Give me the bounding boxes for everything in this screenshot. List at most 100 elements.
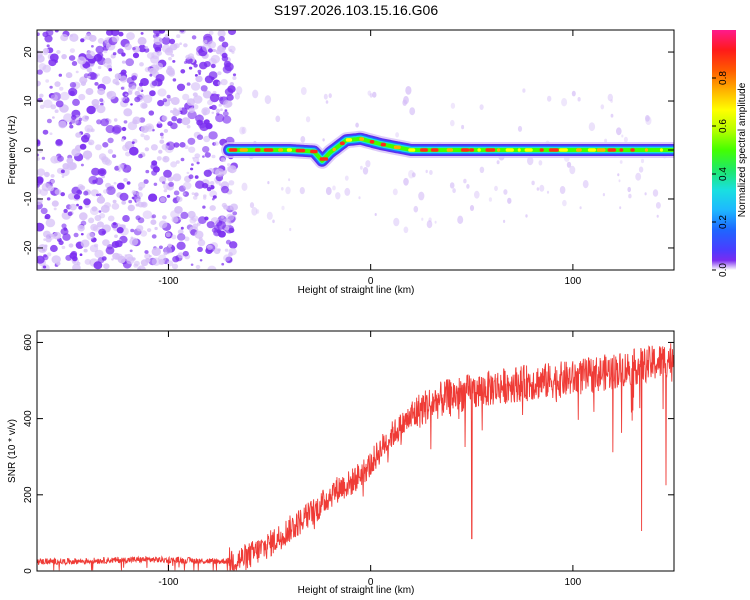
noise-blob xyxy=(159,176,167,183)
noise-blob xyxy=(130,103,133,106)
noise-blob xyxy=(191,215,199,222)
noise-blob xyxy=(190,167,194,171)
x-tick-label: -100 xyxy=(158,577,178,588)
noise-blob xyxy=(69,252,77,259)
noise-blob xyxy=(148,254,152,258)
noise-blob xyxy=(202,155,205,158)
noise-blob xyxy=(102,239,110,247)
noise-blob xyxy=(112,199,117,204)
noise-blob xyxy=(96,52,104,59)
noise-blob xyxy=(222,111,229,117)
noise-blob xyxy=(195,264,201,270)
noise-blob xyxy=(208,71,218,80)
noise-blob xyxy=(71,61,78,66)
noise-blob xyxy=(220,108,223,111)
noise-blob xyxy=(68,243,74,248)
noise-blob xyxy=(72,263,81,270)
noise-blob xyxy=(272,219,275,224)
noise-blob xyxy=(144,123,154,132)
noise-blob xyxy=(185,54,191,60)
x-tick-label: 100 xyxy=(565,577,582,588)
noise-blob xyxy=(577,97,581,102)
noise-blob xyxy=(43,230,51,238)
noise-blob xyxy=(124,43,132,51)
noise-blob xyxy=(89,244,99,253)
noise-blob xyxy=(209,106,213,110)
noise-blob xyxy=(41,156,46,160)
noise-blob xyxy=(619,206,622,210)
noise-blob xyxy=(226,205,232,211)
noise-blob xyxy=(80,163,84,167)
noise-blob xyxy=(119,192,129,201)
noise-blob xyxy=(149,90,156,97)
noise-blob xyxy=(73,232,79,238)
noise-blob xyxy=(546,190,550,194)
noise-blob xyxy=(71,186,81,195)
noise-blob xyxy=(503,219,506,223)
noise-blob xyxy=(155,74,165,82)
noise-blob xyxy=(463,178,467,184)
noise-blob xyxy=(98,210,102,213)
noise-blob xyxy=(99,98,104,102)
noise-blob xyxy=(392,188,398,196)
noise-blob xyxy=(106,244,113,250)
noise-blob xyxy=(92,179,97,184)
noise-blob xyxy=(37,176,44,184)
noise-blob xyxy=(166,142,170,146)
noise-blob xyxy=(54,189,62,195)
noise-blob xyxy=(172,78,177,82)
noise-blob xyxy=(132,52,140,59)
noise-blob xyxy=(322,138,325,142)
noise-blob xyxy=(186,124,191,129)
ridge-hotspot xyxy=(408,148,416,152)
noise-blob xyxy=(92,225,100,232)
noise-blob xyxy=(149,73,153,77)
noise-blob xyxy=(103,189,108,194)
noise-blob xyxy=(196,134,204,140)
noise-blob xyxy=(78,205,83,210)
noise-blob xyxy=(69,90,75,96)
colorbar-label: Normalized spectral amplitude xyxy=(737,82,748,217)
noise-blob xyxy=(146,228,152,233)
noise-blob xyxy=(91,45,94,48)
noise-blob xyxy=(37,153,40,157)
noise-blob xyxy=(50,179,55,184)
noise-blob xyxy=(186,98,195,106)
noise-blob xyxy=(588,122,596,132)
noise-blob xyxy=(393,217,400,227)
ridge-hotspot xyxy=(539,148,544,152)
noise-blob xyxy=(54,109,59,113)
noise-blob xyxy=(225,100,233,108)
noise-blob xyxy=(362,167,369,175)
noise-blob xyxy=(68,55,76,61)
noise-blob xyxy=(621,134,624,138)
y-tick-label: 20 xyxy=(23,46,34,58)
noise-blob xyxy=(199,259,203,262)
noise-blob xyxy=(112,154,117,159)
noise-blob xyxy=(154,226,158,231)
noise-blob xyxy=(122,215,130,222)
noise-blob xyxy=(190,263,194,266)
noise-blob xyxy=(156,156,162,161)
noise-blob xyxy=(140,102,148,109)
noise-blob xyxy=(228,180,235,186)
noise-blob xyxy=(207,265,217,270)
noise-blob xyxy=(77,184,84,190)
noise-blob xyxy=(143,179,149,185)
colorbar-gradient xyxy=(712,30,736,270)
noise-blob xyxy=(121,200,127,205)
noise-blob xyxy=(155,33,160,37)
ridge-hotspot xyxy=(607,148,616,152)
x-tick-label: 0 xyxy=(368,577,374,588)
noise-blob xyxy=(434,220,437,224)
noise-blob xyxy=(180,211,189,219)
noise-blob xyxy=(58,120,67,129)
noise-blob xyxy=(617,173,620,177)
noise-blob xyxy=(538,160,543,166)
ridge-hotspot xyxy=(460,148,470,152)
noise-blob xyxy=(79,253,83,256)
noise-blob xyxy=(42,265,47,269)
noise-blob xyxy=(61,54,67,60)
snr-panel: -100 0 100 0 200 400 600 Height of straight li… xyxy=(7,330,675,596)
ridge-hotspot xyxy=(497,148,501,152)
